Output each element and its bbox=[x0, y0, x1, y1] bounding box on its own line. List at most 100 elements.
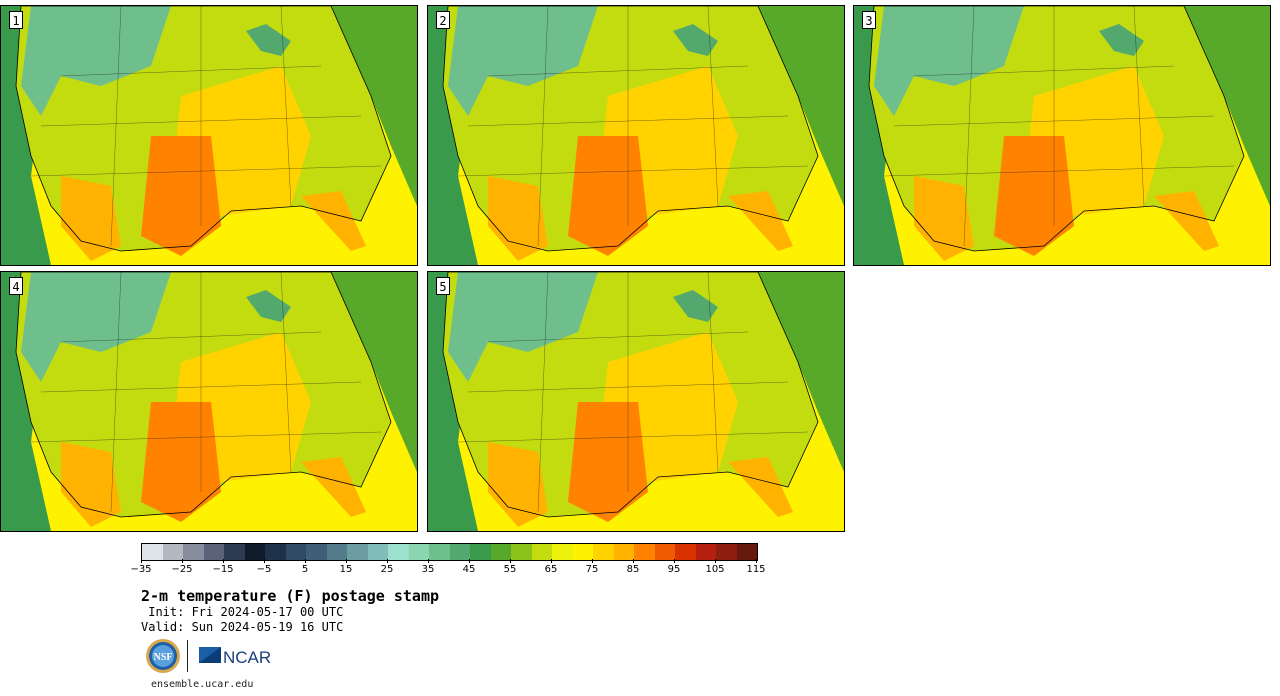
colorbar-swatch bbox=[716, 544, 737, 560]
ncar-logo: NCAR bbox=[199, 647, 271, 667]
colorbar-tick-label: 85 bbox=[626, 564, 640, 575]
colorbar-swatch bbox=[736, 544, 757, 560]
map-panel-3: 3 bbox=[853, 5, 1271, 266]
colorbar-swatch bbox=[552, 544, 573, 560]
colorbar-swatch bbox=[408, 544, 429, 560]
colorbar-swatch bbox=[695, 544, 716, 560]
colorbar-tick bbox=[592, 559, 593, 563]
temperature-map-5 bbox=[428, 272, 844, 531]
colorbar-tick bbox=[756, 559, 757, 563]
southwest-hot bbox=[61, 176, 121, 261]
colorbar-tick-label: 55 bbox=[503, 564, 517, 575]
colorbar-swatch bbox=[326, 544, 347, 560]
colorbar-tick bbox=[428, 559, 429, 563]
southwest-hot bbox=[61, 442, 121, 527]
atlantic-ocean bbox=[758, 272, 844, 472]
florida-warm bbox=[301, 457, 366, 517]
colorbar-tick bbox=[141, 559, 142, 563]
northwest-cool bbox=[874, 6, 1024, 116]
atlantic-ocean bbox=[1184, 6, 1270, 206]
atlantic-ocean bbox=[758, 6, 844, 206]
colorbar-swatch bbox=[511, 544, 532, 560]
colorbar-swatch bbox=[306, 544, 327, 560]
colorbar-swatch bbox=[654, 544, 675, 560]
state-borders bbox=[30, 6, 382, 247]
florida-warm bbox=[728, 457, 793, 517]
great-lakes bbox=[673, 290, 718, 322]
colorbar-tick bbox=[551, 559, 552, 563]
colorbar-tick-label: 65 bbox=[544, 564, 558, 575]
colorbar-swatch bbox=[347, 544, 368, 560]
great-lakes bbox=[673, 24, 718, 56]
panel-label: 2 bbox=[436, 11, 450, 29]
colorbar-tick-label: −35 bbox=[130, 564, 152, 575]
init-time: Init: Fri 2024-05-17 00 UTC bbox=[141, 605, 344, 619]
colorbar-tick-label: 115 bbox=[746, 564, 766, 575]
colorbar-swatch bbox=[183, 544, 204, 560]
nsf-logo: NSF bbox=[146, 639, 180, 673]
map-panel-2: 2 bbox=[427, 5, 845, 266]
colorbar-tick bbox=[510, 559, 511, 563]
colorbar-swatch bbox=[265, 544, 286, 560]
temperature-map-4 bbox=[1, 272, 417, 531]
colorbar-tick bbox=[715, 559, 716, 563]
southwest-hot bbox=[488, 176, 548, 261]
state-borders bbox=[457, 6, 809, 247]
colorbar-tick-label: 105 bbox=[705, 564, 725, 575]
temperature-map-1 bbox=[1, 6, 417, 265]
colorbar-swatch bbox=[470, 544, 491, 560]
great-lakes bbox=[1099, 24, 1144, 56]
colorbar-tick-label: −5 bbox=[256, 564, 272, 575]
state-borders bbox=[883, 6, 1235, 247]
northwest-cool bbox=[448, 272, 598, 382]
state-borders bbox=[457, 272, 809, 513]
colorbar-tick-label: 25 bbox=[380, 564, 394, 575]
colorbar-swatch bbox=[224, 544, 245, 560]
colorbar-swatch bbox=[449, 544, 470, 560]
map-panel-5: 5 bbox=[427, 271, 845, 532]
colorbar-ticks: −35 −25 −15 −5 5 15 25 35 45 55 65 75 85 95 105 115 bbox=[130, 559, 766, 581]
colorbar-swatch bbox=[593, 544, 614, 560]
colorbar-swatch bbox=[244, 544, 265, 560]
colorbar-tick-label: 45 bbox=[462, 564, 476, 575]
colorbar-swatch bbox=[203, 544, 224, 560]
northwest-cool bbox=[448, 6, 598, 116]
great-lakes bbox=[246, 290, 291, 322]
colorbar-tick bbox=[223, 559, 224, 563]
website-link[interactable]: ensemble.ucar.edu bbox=[151, 679, 254, 690]
atlantic-ocean bbox=[331, 272, 417, 472]
colorbar-tick-label: 15 bbox=[339, 564, 353, 575]
southwest-hot bbox=[488, 442, 548, 527]
coastline bbox=[442, 6, 819, 252]
colorbar-tick bbox=[182, 559, 183, 563]
colorbar-swatch bbox=[429, 544, 450, 560]
colorbar-swatch bbox=[613, 544, 634, 560]
colorbar-tick-label: −25 bbox=[171, 564, 193, 575]
colorbar-swatch bbox=[531, 544, 552, 560]
valid-time: Valid: Sun 2024-05-19 16 UTC bbox=[141, 620, 344, 634]
colorbar-swatch bbox=[634, 544, 655, 560]
colorbar-tick-label: 5 bbox=[301, 564, 309, 575]
colorbar-swatch bbox=[675, 544, 696, 560]
state-borders bbox=[30, 272, 382, 513]
florida-warm bbox=[1154, 191, 1219, 251]
panel-label: 1 bbox=[9, 11, 23, 29]
panel-label: 5 bbox=[436, 277, 450, 295]
coastline bbox=[868, 6, 1245, 252]
great-lakes bbox=[246, 24, 291, 56]
colorbar-swatch bbox=[367, 544, 388, 560]
colorbar-tick bbox=[305, 559, 306, 563]
temperature-map-3 bbox=[854, 6, 1270, 265]
logo-divider bbox=[187, 640, 188, 672]
colorbar-swatch bbox=[285, 544, 306, 560]
colorbar-swatch bbox=[388, 544, 409, 560]
florida-warm bbox=[728, 191, 793, 251]
coastline bbox=[15, 272, 392, 518]
coastline bbox=[15, 6, 392, 252]
atlantic-ocean bbox=[331, 6, 417, 206]
svg-text:NCAR: NCAR bbox=[223, 648, 271, 667]
colorbar-tick bbox=[387, 559, 388, 563]
colorbar-tick bbox=[264, 559, 265, 563]
florida-warm bbox=[301, 191, 366, 251]
map-panel-4: 4 bbox=[0, 271, 418, 532]
